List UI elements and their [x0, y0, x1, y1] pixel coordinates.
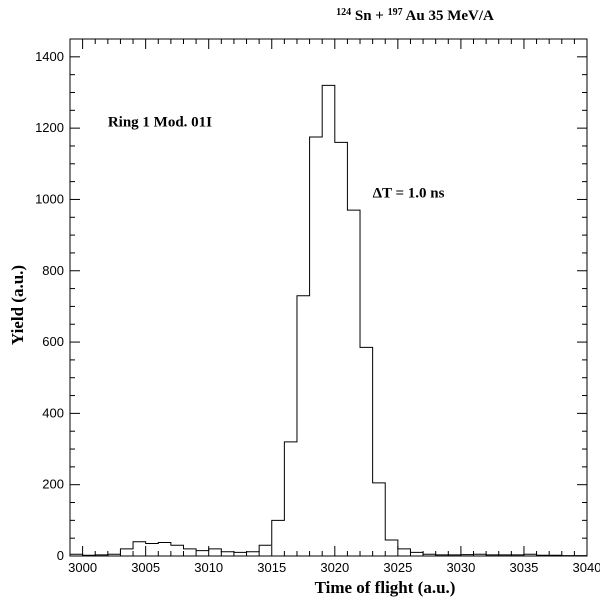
histogram-bin [537, 555, 550, 556]
y-tick-label: 1400 [35, 49, 64, 64]
histogram-bin [385, 540, 398, 556]
y-tick-label: 1000 [35, 191, 64, 206]
x-tick-label: 3040 [573, 560, 600, 575]
x-tick-label: 3015 [257, 560, 286, 575]
histogram-bin [398, 549, 411, 556]
histogram-bin [183, 549, 196, 556]
title-mass-number-1: 124 [336, 7, 351, 18]
histogram-bin [83, 555, 96, 556]
x-tick-label: 3005 [131, 560, 160, 575]
x-axis-label: Time of flight (a.u.) [315, 578, 456, 597]
x-tick-label: 3030 [446, 560, 475, 575]
chart-title: 124 Sn + 197 Au 35 MeV/A [336, 3, 494, 24]
histogram-bin [310, 137, 323, 556]
title-target: Au 35 MeV/A [406, 8, 494, 24]
title-mass-number-2: 197 [388, 7, 403, 18]
histogram-outline [70, 84, 587, 557]
chart-annotation: ΔT = 1.0 ns [373, 186, 445, 202]
histogram-bin [423, 554, 436, 556]
histogram-bin [95, 555, 108, 556]
title-projectile: Sn + [355, 8, 388, 24]
histogram-bin [322, 85, 335, 556]
chart-annotation: Ring 1 Mod. 01I [108, 114, 212, 130]
histogram-bin [347, 210, 360, 556]
histogram-bin [120, 549, 133, 556]
y-tick-label: 800 [42, 263, 64, 278]
y-tick-label: 400 [42, 405, 64, 420]
histogram-bin [272, 520, 285, 556]
histogram-bin [486, 555, 499, 556]
plot-area: 3000 3005 3010 3015 3020 3025 3030 3035 3040 0 200… [35, 38, 600, 575]
y-tick-label: 600 [42, 334, 64, 349]
histogram-bin [247, 552, 260, 556]
histogram-bin [549, 555, 562, 556]
x-tick-label: 3000 [68, 560, 97, 575]
histogram-bin [461, 555, 474, 556]
histogram-bin [474, 554, 487, 556]
histogram-bin [259, 545, 272, 556]
histogram-bin [499, 555, 512, 556]
x-tick-label: 3025 [383, 560, 412, 575]
histogram-bin [158, 542, 171, 556]
histogram-bin [133, 542, 146, 556]
histogram-bin [70, 554, 83, 556]
histogram-bin [335, 142, 348, 556]
histogram-bin [360, 347, 373, 556]
histogram-bin [108, 554, 121, 556]
histogram-bin [297, 296, 310, 556]
x-tick-label: 3035 [509, 560, 538, 575]
histogram-bin [284, 442, 297, 556]
x-tick-label: 3010 [194, 560, 223, 575]
y-tick-label: 0 [57, 548, 64, 563]
histogram-bin [373, 483, 386, 556]
histogram-bin [196, 551, 209, 556]
x-tick-label: 3020 [320, 560, 349, 575]
histogram-bin [146, 544, 159, 556]
y-tick-label: 200 [42, 477, 64, 492]
histogram-bin [436, 555, 449, 556]
plot-frame [69, 38, 588, 557]
histogram-bin [209, 549, 222, 556]
histogram-bin [221, 552, 234, 556]
histogram-bin [171, 545, 184, 556]
histogram-bin [234, 552, 247, 556]
y-tick-label: 1200 [35, 120, 64, 135]
histogram-bin [410, 552, 423, 556]
histogram-bin [448, 555, 461, 556]
y-axis-label: Yield (a.u.) [8, 265, 27, 345]
histogram-bin [524, 554, 537, 556]
histogram-bin [511, 555, 524, 556]
